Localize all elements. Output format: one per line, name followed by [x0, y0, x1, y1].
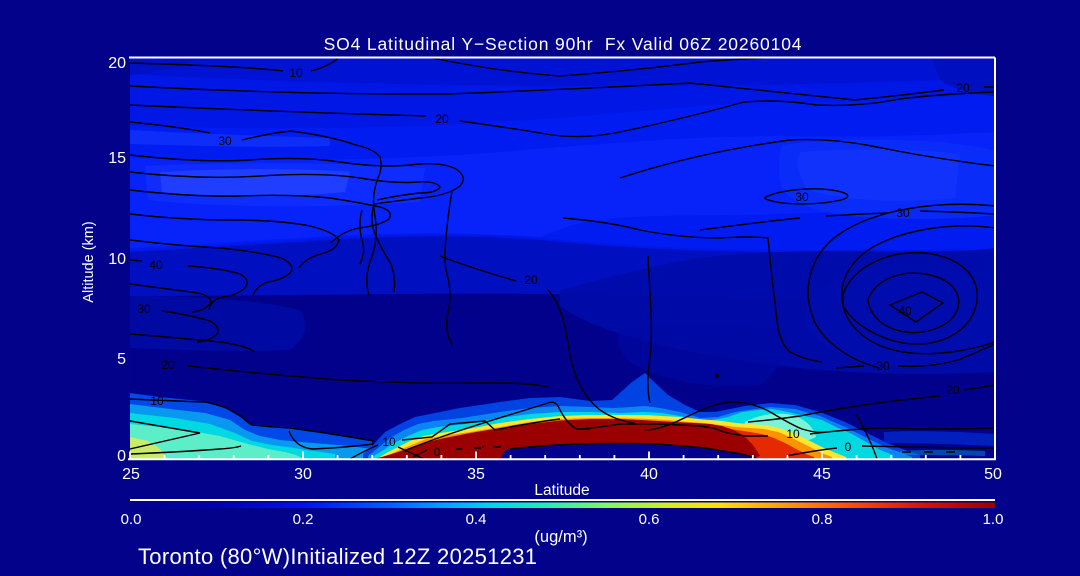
- svg-text:0.0: 0.0: [121, 511, 142, 528]
- svg-text:30: 30: [137, 302, 151, 316]
- svg-text:10: 10: [108, 251, 126, 268]
- svg-text:0.8: 0.8: [812, 511, 833, 528]
- svg-text:40: 40: [640, 466, 658, 483]
- svg-text:20: 20: [956, 81, 970, 95]
- svg-text:10: 10: [786, 427, 800, 441]
- svg-text:50: 50: [984, 466, 1002, 483]
- svg-text:1.0: 1.0: [983, 511, 1004, 528]
- svg-text:30: 30: [795, 190, 809, 204]
- svg-text:5: 5: [117, 351, 126, 368]
- svg-text:20: 20: [524, 273, 538, 287]
- svg-text:0: 0: [434, 445, 441, 459]
- svg-text:35: 35: [467, 466, 485, 483]
- svg-text:30: 30: [896, 206, 910, 220]
- svg-text:(ug/m³): (ug/m³): [534, 528, 587, 546]
- svg-text:0.2: 0.2: [293, 511, 314, 528]
- svg-text:30: 30: [218, 134, 232, 148]
- svg-text:40: 40: [149, 258, 163, 272]
- svg-text:20: 20: [161, 358, 175, 372]
- svg-text:Altitude (km): Altitude (km): [81, 221, 97, 302]
- svg-text:30: 30: [294, 466, 312, 483]
- svg-text:0: 0: [117, 448, 126, 465]
- svg-text:15: 15: [108, 150, 126, 167]
- svg-text:Toronto (80°W)Initialized 12Z: Toronto (80°W)Initialized 12Z 20251231: [138, 544, 537, 569]
- svg-text:10: 10: [382, 435, 396, 449]
- svg-text:25: 25: [122, 466, 140, 483]
- svg-text:40: 40: [898, 304, 912, 318]
- svg-text:10: 10: [289, 66, 303, 80]
- svg-text:SO4 Latitudinal Y−Section 90hr: SO4 Latitudinal Y−Section 90hr Fx Valid …: [324, 34, 803, 54]
- svg-text:45: 45: [813, 466, 831, 483]
- svg-text:0.6: 0.6: [639, 511, 660, 528]
- svg-text:30: 30: [876, 359, 890, 373]
- svg-text:0: 0: [845, 440, 852, 454]
- svg-text:20: 20: [108, 55, 126, 72]
- svg-text:0.4: 0.4: [466, 511, 487, 528]
- svg-text:20: 20: [946, 383, 960, 397]
- svg-text:10: 10: [150, 394, 164, 408]
- svg-text:20: 20: [435, 112, 449, 126]
- svg-text:Latitude: Latitude: [534, 482, 589, 499]
